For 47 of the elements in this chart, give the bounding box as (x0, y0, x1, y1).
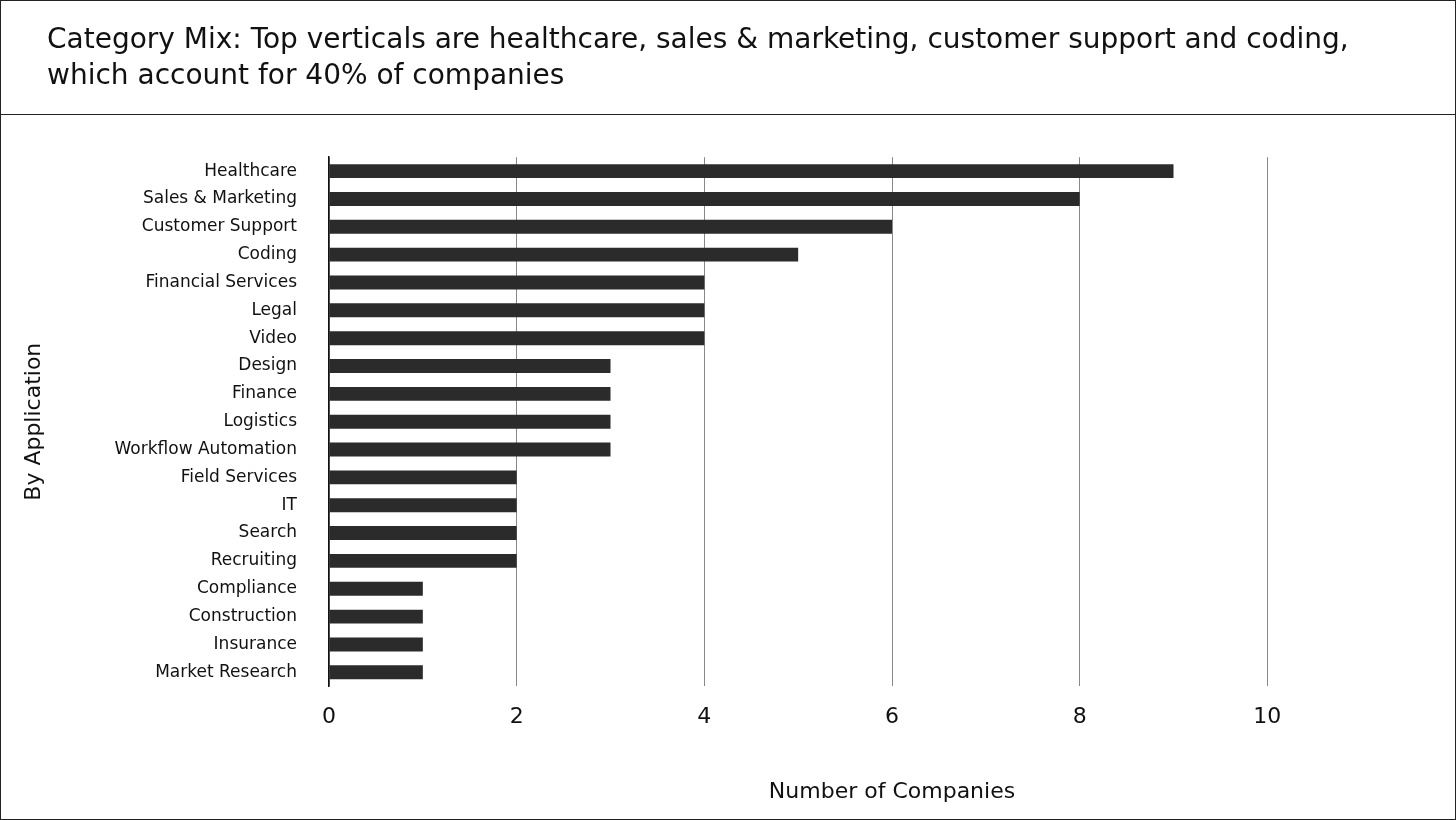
bar (329, 275, 705, 290)
bar (329, 247, 799, 262)
bar (329, 164, 1174, 179)
y-tick-label: Healthcare (204, 159, 297, 180)
y-tick-label: Compliance (196, 577, 297, 598)
y-tick-label: Legal (251, 298, 297, 319)
x-tick-label: 8 (1072, 703, 1087, 729)
bar (329, 553, 517, 568)
x-tick-label: 2 (509, 703, 524, 729)
x-tick-label: 10 (1253, 703, 1282, 729)
y-tick-label: Coding (237, 243, 297, 264)
y-tick-label: Financial Services (145, 270, 298, 291)
y-tick-label: Insurance (213, 632, 297, 653)
bar (329, 609, 423, 624)
bar (329, 498, 517, 513)
y-tick-label: Recruiting (210, 549, 297, 570)
y-tick-label: Video (249, 326, 297, 347)
bar (329, 219, 892, 234)
x-axis-title: Number of Companies (768, 777, 1016, 803)
bar (329, 581, 423, 596)
bar (329, 331, 705, 346)
y-tick-label: Workflow Automation (114, 437, 297, 458)
y-tick-label: Design (238, 354, 297, 375)
x-tick-label: 4 (697, 703, 712, 729)
x-tick-label: 6 (885, 703, 899, 729)
bar (329, 303, 705, 318)
x-tick-label: 0 (322, 703, 336, 729)
y-tick-label: IT (281, 493, 298, 514)
bar (329, 386, 611, 401)
bar (329, 665, 423, 680)
y-tick-label: Customer Support (141, 215, 298, 236)
y-tick-label: Construction (188, 605, 297, 626)
y-tick-label: Search (238, 521, 297, 542)
chart-title: Category Mix: Top verticals are healthcare, sales & marketing, customer support and coding, which account for 40% of companies (1, 1, 1455, 115)
y-axis-title: By Application (19, 342, 45, 501)
bar (329, 637, 423, 652)
y-tick-label: Logistics (223, 410, 298, 431)
bar (329, 359, 611, 373)
y-tick-label: Market Research (155, 660, 297, 681)
bar (329, 470, 517, 485)
bar (329, 526, 517, 541)
bar (329, 442, 611, 457)
y-tick-label: Sales & Marketing (142, 187, 297, 208)
y-tick-label: Finance (231, 382, 297, 403)
y-tick-label: Field Services (180, 465, 298, 486)
bar (329, 414, 611, 429)
bar (329, 192, 1080, 206)
